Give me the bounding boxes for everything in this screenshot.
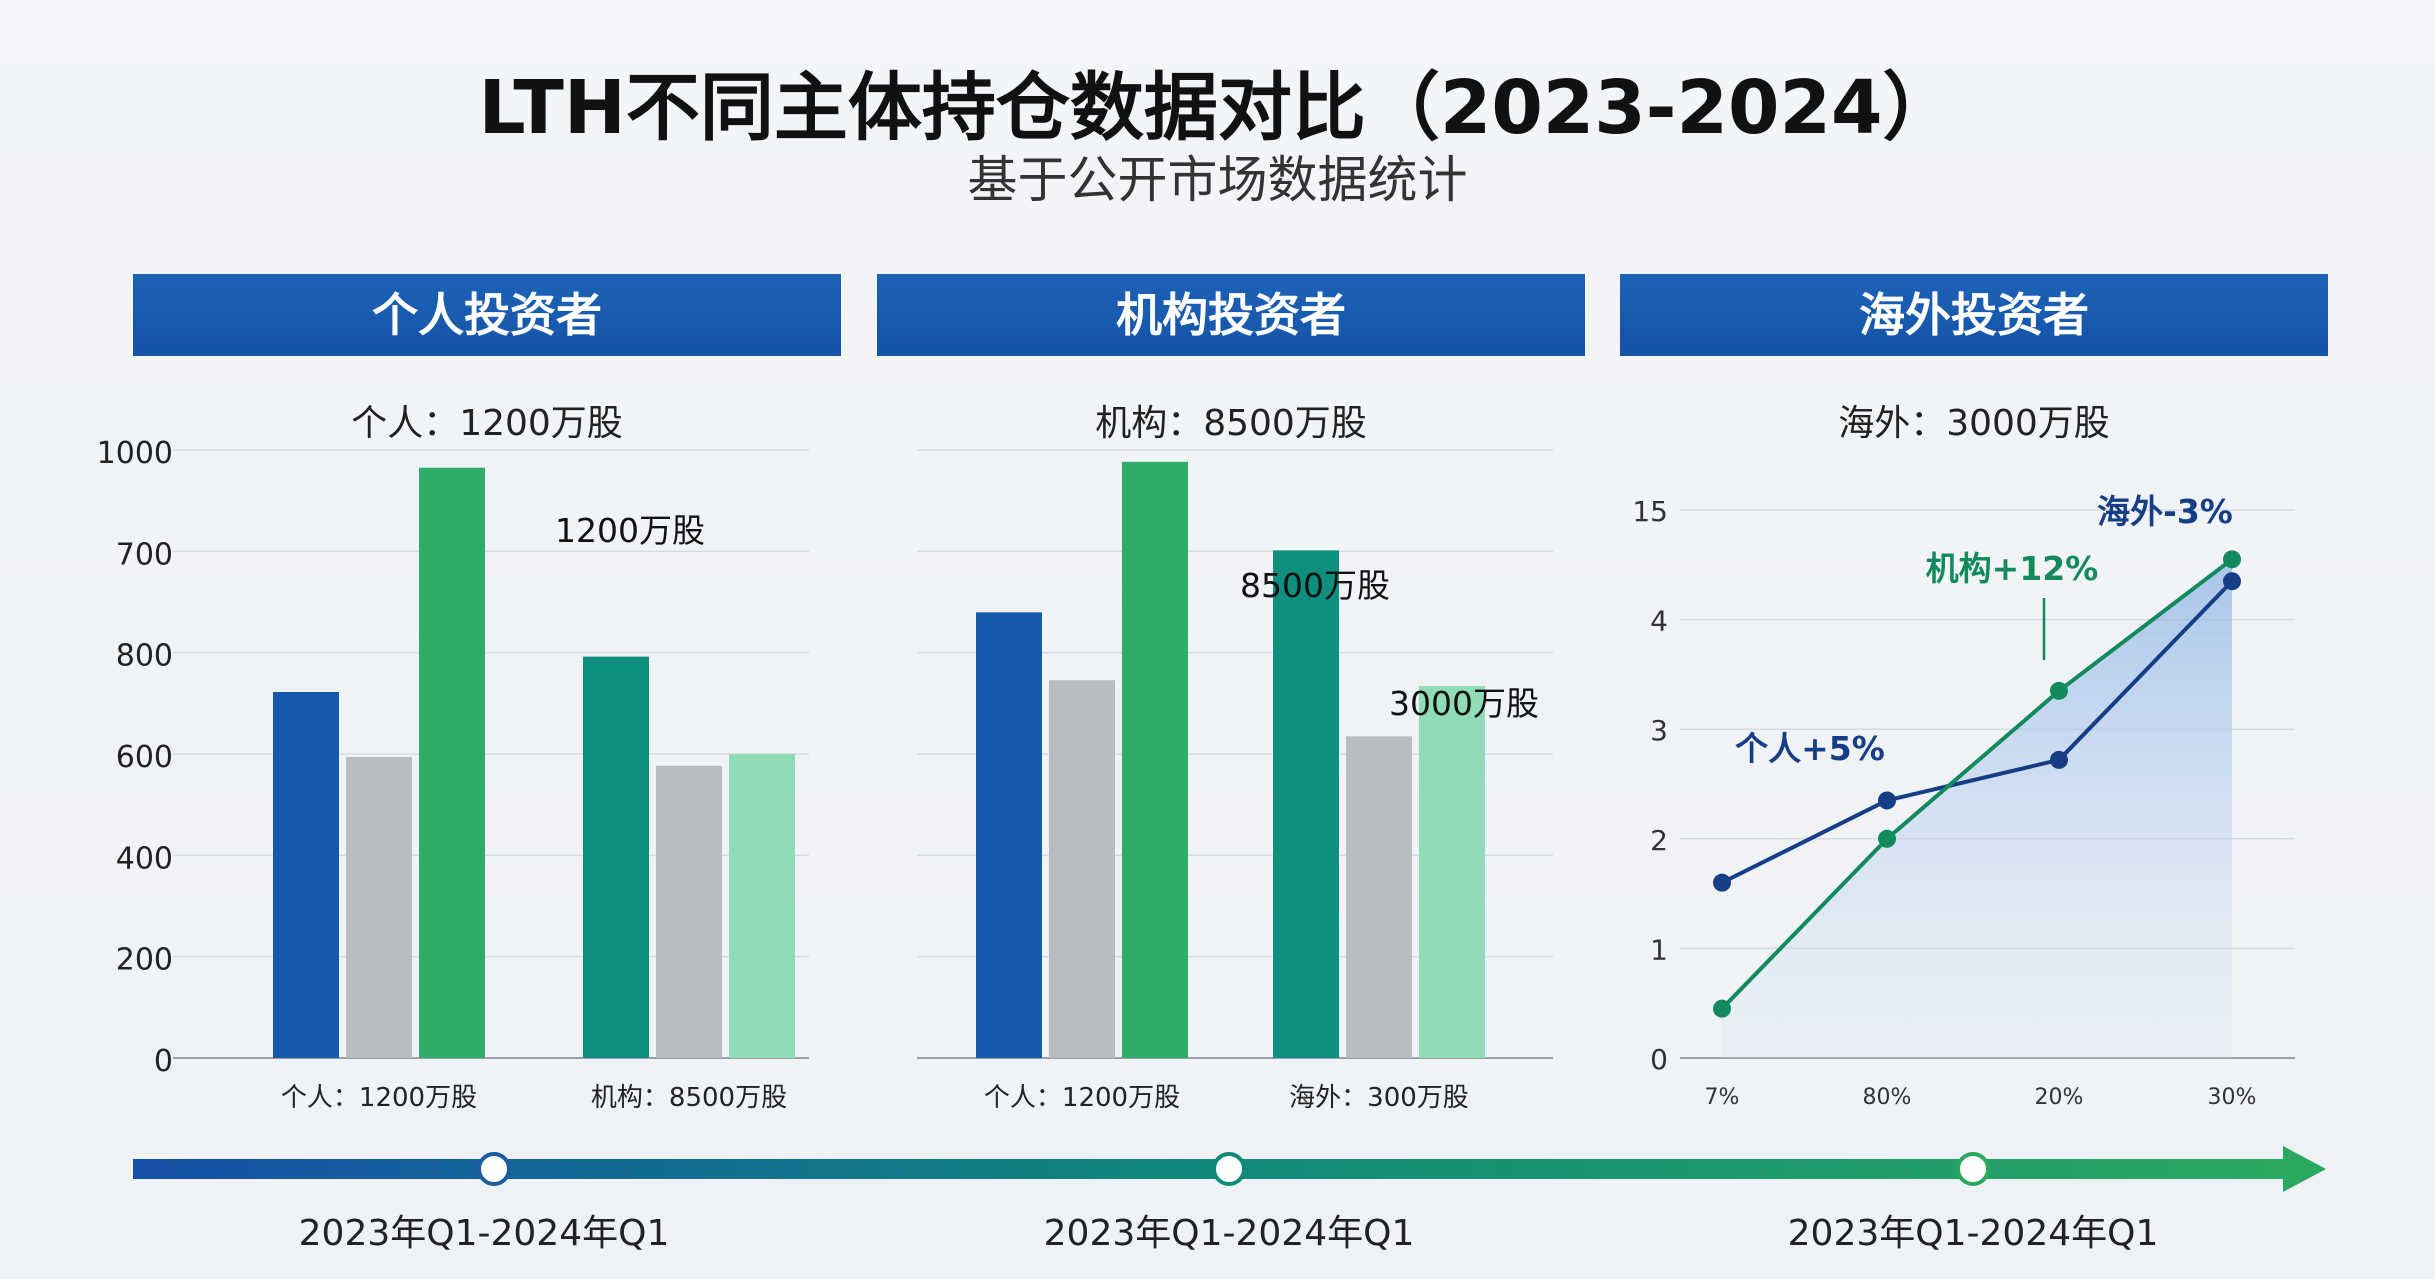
data-point	[2050, 750, 2068, 769]
data-point	[1878, 791, 1896, 810]
panel-title: 海外投资者	[1620, 274, 2328, 356]
data-point	[1878, 829, 1896, 848]
x-tick-label: 20%	[2035, 1085, 2084, 1110]
bar	[1346, 736, 1412, 1058]
series-line	[1720, 557, 2234, 1011]
bar	[583, 656, 649, 1058]
panel-subtitle: 个人：1200万股	[351, 403, 623, 444]
data-point	[1713, 873, 1731, 892]
y-tick-label: 1	[1650, 933, 1668, 966]
x-tick-label: 个人：1200万股	[281, 1083, 477, 1113]
timeline-label: 2023年Q1-2024年Q1	[1787, 1213, 2159, 1254]
series-line	[1721, 579, 2234, 885]
series-label: 机构+12%	[1926, 549, 2099, 588]
bar	[273, 692, 339, 1058]
panel-title: 机构投资者	[877, 274, 1585, 356]
bar	[346, 756, 412, 1058]
timeline-marker[interactable]	[1212, 1152, 1246, 1186]
bar	[1049, 680, 1115, 1058]
data-point	[2223, 572, 2241, 591]
data-label: 1200万股	[555, 511, 705, 550]
x-tick-label: 7%	[1705, 1085, 1740, 1110]
y-tick-label: 700	[116, 537, 173, 572]
bar	[1419, 686, 1485, 1058]
x-tick-label: 机构：8500万股	[591, 1083, 787, 1113]
timeline-marker[interactable]	[477, 1152, 511, 1186]
bar	[1273, 550, 1339, 1058]
y-tick-label: 2	[1650, 824, 1668, 857]
y-tick-label: 1000	[97, 436, 173, 471]
y-tick-label: 0	[154, 1044, 173, 1079]
y-tick-label: 600	[116, 740, 173, 775]
area-fill	[1722, 559, 2232, 1058]
series-label: 海外-3%	[2097, 492, 2233, 531]
series-label: 个人+5%	[1735, 729, 1885, 768]
data-point	[2050, 681, 2068, 700]
x-tick-label: 个人：1200万股	[984, 1083, 1180, 1113]
x-tick-label: 80%	[1863, 1085, 1912, 1110]
panel-institution: 机构投资者 机构：8500万股	[877, 274, 1585, 1134]
data-label: 3000万股	[1389, 684, 1539, 723]
panel-individual: 个人投资者 个人：1200万股	[133, 274, 841, 1134]
y-tick-label: 0	[1650, 1043, 1668, 1076]
timeline-label: 2023年Q1-2024年Q1	[1043, 1213, 1415, 1254]
panel-overseas: 海外投资者 海外：3000万股	[1620, 274, 2328, 1134]
panel-subtitle: 机构：8500万股	[1095, 403, 1367, 444]
data-label: 8500万股	[1240, 566, 1390, 605]
bar	[729, 754, 795, 1058]
y-tick-label: 400	[116, 841, 173, 876]
y-tick-label: 800	[116, 639, 173, 674]
data-point	[2223, 550, 2241, 569]
y-tick-label: 15	[1632, 495, 1668, 528]
chart-subtitle: 基于公开市场数据统计	[967, 151, 1468, 209]
chart-title: LTH不同主体持仓数据对比（2023-2024）	[478, 65, 1957, 151]
y-tick-label: 3	[1650, 714, 1668, 747]
panel-subtitle: 海外：3000万股	[1838, 403, 2110, 444]
data-point	[1713, 999, 1731, 1018]
x-tick-label: 海外：300万股	[1289, 1083, 1469, 1113]
timeline-marker[interactable]	[1956, 1152, 1990, 1186]
panel-title: 个人投资者	[133, 274, 841, 356]
bar	[1122, 461, 1188, 1059]
y-tick-label: 200	[116, 943, 173, 978]
bar	[656, 765, 722, 1058]
bar	[419, 467, 485, 1058]
x-tick-label: 30%	[2208, 1085, 2257, 1110]
timeline-arrow-icon	[2283, 1146, 2326, 1192]
timeline-label: 2023年Q1-2024年Q1	[298, 1213, 670, 1254]
y-tick-label: 4	[1650, 605, 1668, 638]
bar	[976, 612, 1042, 1058]
